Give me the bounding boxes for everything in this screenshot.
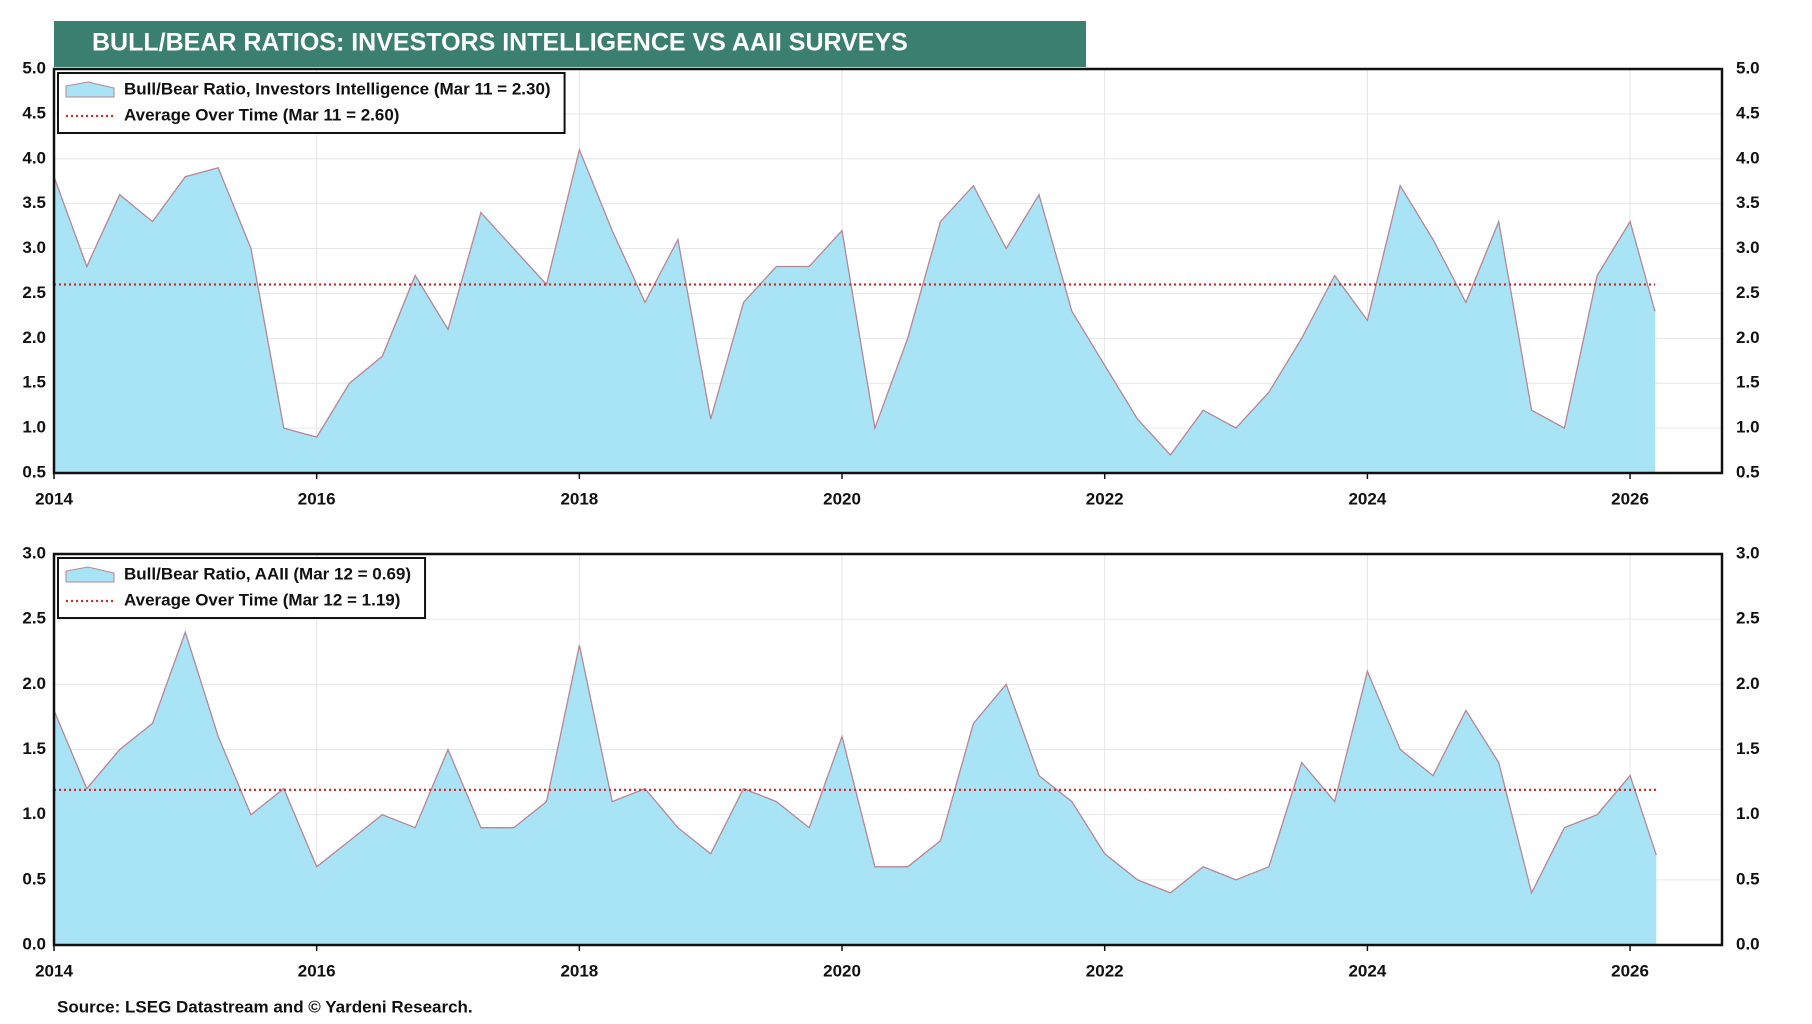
y-tick-label: 2.0 [22, 674, 46, 693]
y2-tick-label: 1.5 [1736, 739, 1760, 758]
chart-panel: 0.0 0.0 0.5 0.5 1.0 1.0 1.5 1.5 2.0 2.0 2.5 2.5 3.0 3… [22, 543, 1759, 980]
y-tick-label: 4.5 [22, 103, 46, 122]
y2-tick-label: 5.0 [1736, 58, 1760, 77]
plot-frame [52, 67, 1724, 475]
x-tick-label: 2018 [560, 961, 598, 980]
x-tick-label: 2018 [560, 489, 598, 508]
legend: Bull/Bear Ratio, Investors Intelligence … [57, 72, 566, 134]
y2-tick-label: 1.5 [1736, 373, 1760, 392]
y-tick-label: 3.0 [22, 543, 46, 562]
y-tick-label: 1.0 [22, 804, 46, 823]
y-tick-label: 1.0 [22, 418, 46, 437]
y-tick-label: 1.5 [22, 739, 46, 758]
y2-tick-label: 2.0 [1736, 328, 1760, 347]
source-note: Source: LSEG Datastream and © Yardeni Re… [57, 997, 473, 1016]
x-tick-label: 2024 [1348, 489, 1386, 508]
chart-panel: 0.5 0.5 1.0 1.0 1.5 1.5 2.0 2.0 2.5 2.5 3.0 3.0 3.5 3… [22, 58, 1759, 508]
y2-tick-label: 3.5 [1736, 193, 1760, 212]
legend-label: Bull/Bear Ratio, AAII (Mar 12 = 0.69) [124, 564, 411, 583]
x-tick-label: 2014 [35, 489, 73, 508]
x-tick-label: 2026 [1611, 489, 1649, 508]
y-tick-label: 5.0 [22, 58, 46, 77]
y-tick-label: 0.5 [22, 462, 46, 481]
x-tick-label: 2014 [35, 961, 73, 980]
x-tick-label: 2022 [1086, 489, 1124, 508]
y2-tick-label: 1.0 [1736, 804, 1760, 823]
legend-label: Average Over Time (Mar 12 = 1.19) [124, 590, 400, 609]
y-tick-label: 4.0 [22, 148, 46, 167]
y-tick-label: 3.5 [22, 193, 46, 212]
x-tick-label: 2022 [1086, 961, 1124, 980]
y-tick-label: 2.5 [22, 283, 46, 302]
x-tick-label: 2016 [298, 961, 336, 980]
area-outline [53, 147, 1656, 457]
legend-label: Average Over Time (Mar 11 = 2.60) [124, 105, 399, 124]
y-tick-label: 2.5 [22, 609, 46, 628]
y2-tick-label: 2.5 [1736, 609, 1760, 628]
area-outline [53, 630, 1657, 895]
x-tick-label: 2020 [823, 489, 861, 508]
chart-title: BULL/BEAR RATIOS: INVESTORS INTELLIGENCE… [92, 29, 908, 57]
y2-tick-label: 4.5 [1736, 103, 1760, 122]
y2-tick-label: 0.0 [1736, 934, 1760, 953]
x-tick-label: 2016 [298, 489, 336, 508]
x-tick-label: 2020 [823, 961, 861, 980]
y2-tick-label: 2.5 [1736, 283, 1760, 302]
legend-label: Bull/Bear Ratio, Investors Intelligence … [124, 79, 551, 98]
y2-tick-label: 3.0 [1736, 543, 1760, 562]
legend: Bull/Bear Ratio, AAII (Mar 12 = 0.69) Ave… [57, 557, 427, 619]
y2-tick-label: 0.5 [1736, 869, 1760, 888]
x-tick-label: 2024 [1348, 961, 1386, 980]
y-tick-label: 2.0 [22, 328, 46, 347]
y-tick-label: 0.5 [22, 869, 46, 888]
legend-swatch [65, 81, 115, 98]
y2-tick-label: 0.5 [1736, 462, 1760, 481]
y2-tick-label: 2.0 [1736, 674, 1760, 693]
y2-tick-label: 4.0 [1736, 148, 1760, 167]
legend-box [57, 72, 566, 134]
y-tick-label: 0.0 [22, 934, 46, 953]
legend-box [57, 557, 427, 619]
area [54, 149, 1655, 474]
y2-tick-label: 1.0 [1736, 418, 1760, 437]
plot-frame [52, 552, 1724, 947]
y2-tick-label: 3.0 [1736, 238, 1760, 257]
legend-swatch [65, 566, 115, 583]
x-tick-label: 2026 [1611, 961, 1649, 980]
y-tick-label: 1.5 [22, 373, 46, 392]
y-tick-label: 3.0 [22, 238, 46, 257]
title-banner [54, 21, 1086, 67]
